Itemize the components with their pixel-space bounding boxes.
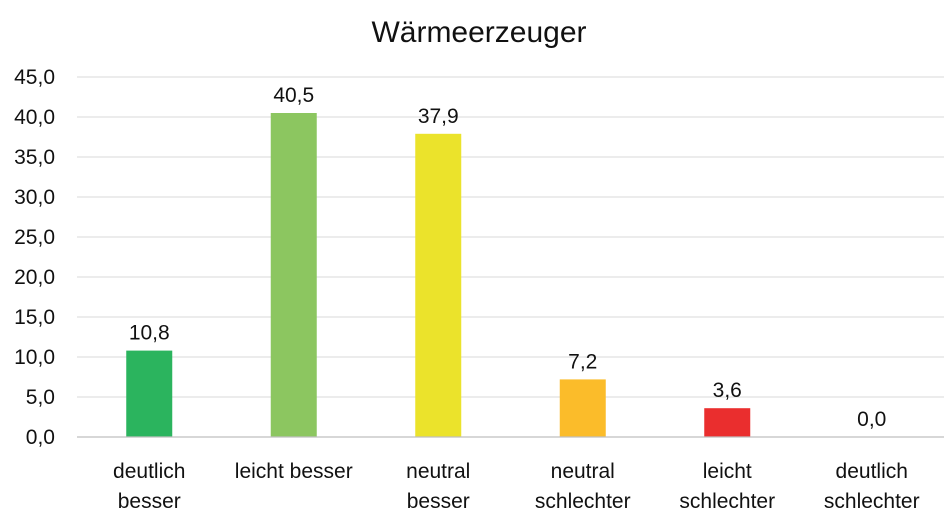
y-tick-label: 0,0 — [26, 426, 55, 449]
bar — [415, 133, 462, 438]
data-label: 10,8 — [129, 322, 170, 345]
chart-title: Wärmeerzeuger — [371, 16, 586, 49]
category-label-line: leicht — [703, 460, 752, 483]
category-label: deutlich schlechter — [824, 460, 920, 512]
y-tick-label: 15,0 — [14, 306, 55, 329]
category-label-line: deutlich — [836, 460, 908, 483]
category-label: leicht besser — [235, 460, 353, 483]
y-tick-label: 45,0 — [14, 66, 55, 89]
bar — [559, 379, 606, 437]
y-tick-label: 10,0 — [14, 346, 55, 369]
data-label: 40,5 — [273, 84, 314, 107]
category-label-line: besser — [118, 490, 181, 512]
data-label: 37,9 — [418, 105, 459, 128]
category-label-line: schlechter — [824, 490, 920, 512]
category-label-line: neutral — [551, 460, 615, 483]
category-label: neutral schlechter — [535, 460, 631, 512]
x-axis-categories: deutlich besser leicht besser neutral besser… — [113, 460, 920, 512]
bar — [126, 350, 173, 437]
category-label: deutlich besser — [113, 460, 185, 512]
category-label: leicht schlechter — [679, 460, 775, 512]
y-tick-label: 25,0 — [14, 226, 55, 249]
bars — [126, 113, 751, 438]
category-label-line: neutral — [406, 460, 470, 483]
data-label: 0,0 — [857, 408, 886, 431]
category-label-line: schlechter — [535, 490, 631, 512]
bar — [704, 408, 751, 437]
data-label: 7,2 — [568, 350, 597, 373]
gridlines — [77, 76, 944, 398]
category-label-line: besser — [407, 490, 470, 512]
category-label-line: leicht besser — [235, 460, 353, 483]
y-tick-label: 5,0 — [26, 386, 55, 409]
bar — [270, 113, 317, 437]
y-tick-label: 30,0 — [14, 186, 55, 209]
y-tick-label: 35,0 — [14, 146, 55, 169]
category-label-line: deutlich — [113, 460, 185, 483]
y-axis-ticks: 0,0 5,0 10,0 15,0 20,0 25,0 30,0 35,0 40,0 45,0 — [14, 66, 55, 449]
category-label-line: schlechter — [679, 490, 775, 512]
y-tick-label: 40,0 — [14, 106, 55, 129]
y-tick-label: 20,0 — [14, 266, 55, 289]
data-labels: 10,8 40,5 37,9 7,2 3,6 0,0 — [129, 84, 887, 431]
category-label: neutral besser — [406, 460, 470, 512]
data-label: 3,6 — [713, 379, 742, 402]
